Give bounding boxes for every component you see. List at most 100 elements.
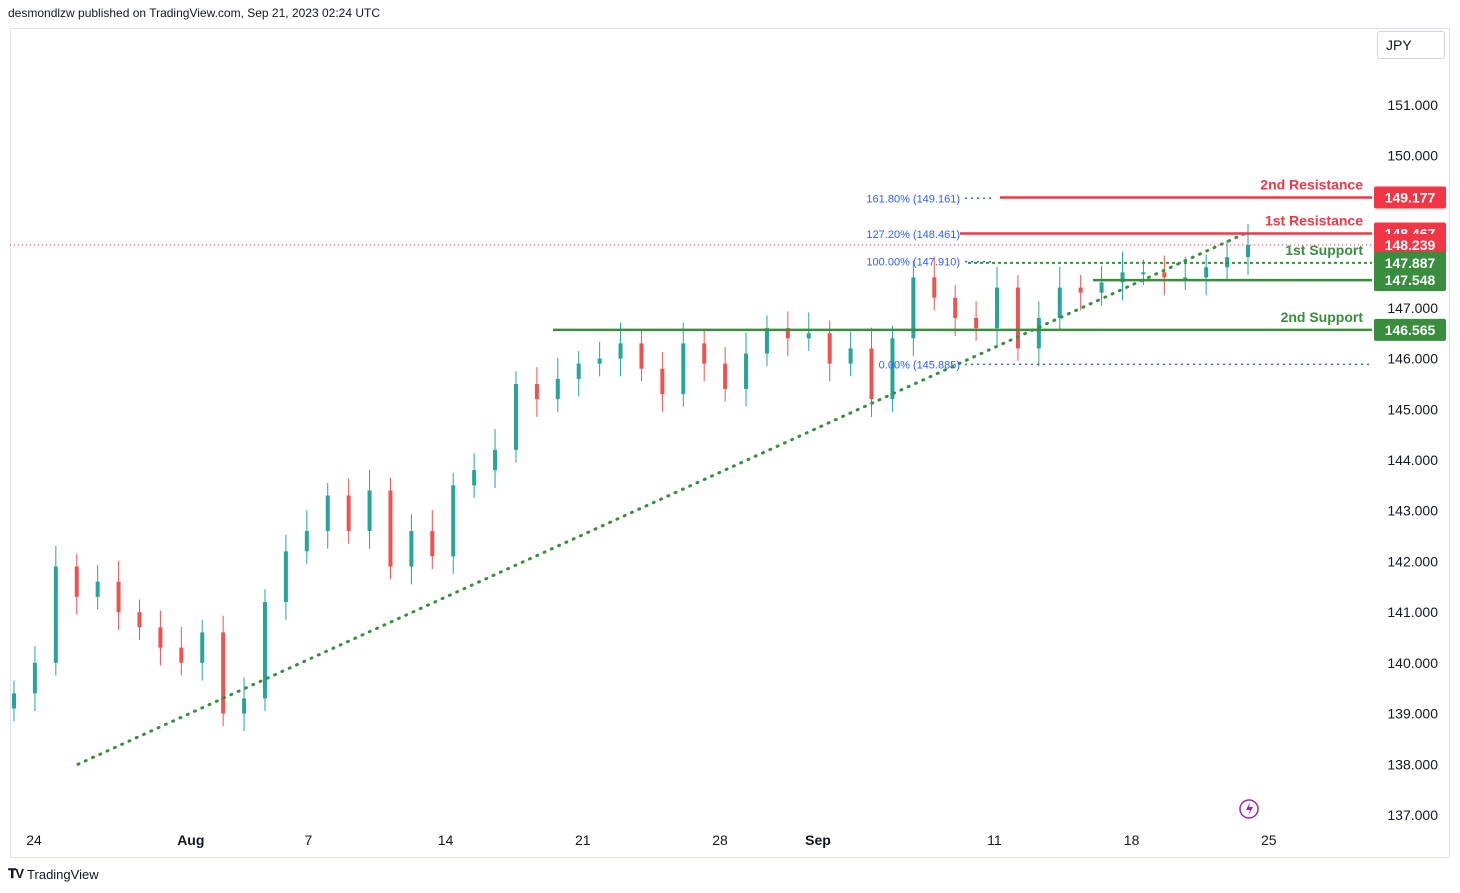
candle-body [911, 277, 916, 339]
lightning-icon[interactable] [1239, 799, 1259, 819]
candle-body [660, 368, 665, 395]
candle-body [932, 277, 937, 298]
price-tag-bg [1374, 186, 1446, 209]
x-tick-label: 24 [26, 832, 42, 848]
price-tag-bg [1374, 318, 1446, 341]
candle-body [409, 531, 414, 567]
candle-body [95, 581, 100, 597]
fib-label: 100.00% (147.910) [866, 257, 960, 269]
trendline [76, 232, 1245, 766]
x-tick-label: 21 [575, 832, 591, 848]
candle-body [74, 566, 79, 597]
level-label: 1st Resistance [1265, 212, 1363, 228]
candle-body [1204, 267, 1209, 278]
candle-body [346, 495, 351, 531]
x-tick-label: 25 [1261, 832, 1277, 848]
candle-body [513, 383, 518, 450]
x-tick-label: 11 [987, 832, 1002, 848]
candle-body [1120, 272, 1125, 283]
currency-selector[interactable]: JPY [1377, 31, 1445, 59]
y-tick-label: 142.000 [1387, 553, 1438, 569]
candle-body [493, 449, 498, 471]
y-tick-label: 150.000 [1387, 148, 1438, 164]
candle-body [534, 383, 539, 400]
candle-body [576, 363, 581, 379]
chart-frame[interactable] [10, 28, 1450, 858]
candle-body [32, 662, 37, 694]
candle-body [221, 632, 226, 714]
price-tag: 147.548 [1385, 272, 1436, 288]
candle-body [597, 358, 602, 364]
candle-body [472, 470, 477, 486]
candle-body [283, 551, 288, 602]
level-label: 1st Support [1285, 242, 1363, 258]
y-tick-label: 141.000 [1387, 604, 1438, 620]
footer[interactable]: 𝐓V TradingView [8, 866, 99, 882]
candle-body [953, 297, 958, 318]
y-tick-label: 139.000 [1387, 706, 1438, 722]
y-tick-label: 140.000 [1387, 655, 1438, 671]
x-tick-label: 7 [305, 832, 313, 848]
y-tick-label: 145.000 [1387, 401, 1438, 417]
x-tick-label: Sep [805, 832, 831, 848]
candle-body [1141, 272, 1146, 275]
candle-body [974, 318, 979, 329]
x-tick-label: Aug [177, 832, 204, 848]
candle-body [1183, 277, 1188, 280]
fib-label: 161.80% (149.161) [866, 193, 960, 205]
candle-body [869, 348, 874, 400]
candle-body [1162, 272, 1167, 278]
fib-label: 127.20% (148.461) [866, 229, 960, 241]
candle-body [304, 531, 309, 552]
tradingview-logo-icon[interactable]: 𝐓V [8, 866, 24, 881]
x-tick-label: 14 [438, 832, 454, 848]
y-tick-label: 143.000 [1387, 503, 1438, 519]
level-label: 2nd Resistance [1260, 176, 1363, 192]
candle-body [451, 485, 456, 557]
candle-body [618, 343, 623, 359]
y-tick-label: 138.000 [1387, 756, 1438, 772]
y-tick-label: 146.000 [1387, 351, 1438, 367]
publish-header: desmondlzw published on TradingView.com,… [8, 6, 381, 20]
candle-body [827, 333, 832, 364]
candle-body [806, 333, 811, 339]
candle-body [137, 612, 142, 628]
candle-body [325, 495, 330, 531]
candle-body [1078, 287, 1083, 293]
candle-body [1036, 318, 1041, 349]
y-tick-label: 137.000 [1387, 807, 1438, 823]
y-tick-label: 151.000 [1387, 97, 1438, 113]
candle-body [681, 343, 686, 395]
candle-body [242, 698, 247, 714]
y-tick-label: 147.000 [1387, 300, 1438, 316]
candle-body [848, 348, 853, 364]
candle-body [1099, 282, 1104, 293]
price-tag: 147.887 [1385, 255, 1436, 271]
price-tag-bg [1374, 269, 1446, 292]
price-tag-bg [1374, 251, 1446, 274]
candle-body [179, 647, 184, 663]
candle-body [12, 693, 16, 709]
candle-body [723, 363, 728, 389]
fib-label: 0.00% (145.885) [879, 359, 960, 371]
candle-body [367, 490, 372, 531]
candle-body [764, 328, 769, 354]
candle-body [1057, 287, 1062, 318]
x-tick-label: 28 [712, 832, 728, 848]
candle-body [744, 353, 749, 389]
candle-body [53, 566, 58, 663]
price-tag: 148.239 [1385, 237, 1436, 253]
y-tick-label: 144.000 [1387, 452, 1438, 468]
candle-body [158, 627, 163, 648]
candle-body [555, 378, 560, 400]
candle-body [785, 328, 790, 339]
candle-body [200, 632, 205, 663]
candle-body [1015, 287, 1020, 349]
candle-body [702, 343, 707, 364]
x-tick-label: 18 [1124, 832, 1140, 848]
candle-body [639, 343, 644, 369]
footer-brand[interactable]: TradingView [27, 866, 99, 882]
candle-body [890, 338, 895, 400]
level-label: 2nd Support [1281, 309, 1364, 325]
